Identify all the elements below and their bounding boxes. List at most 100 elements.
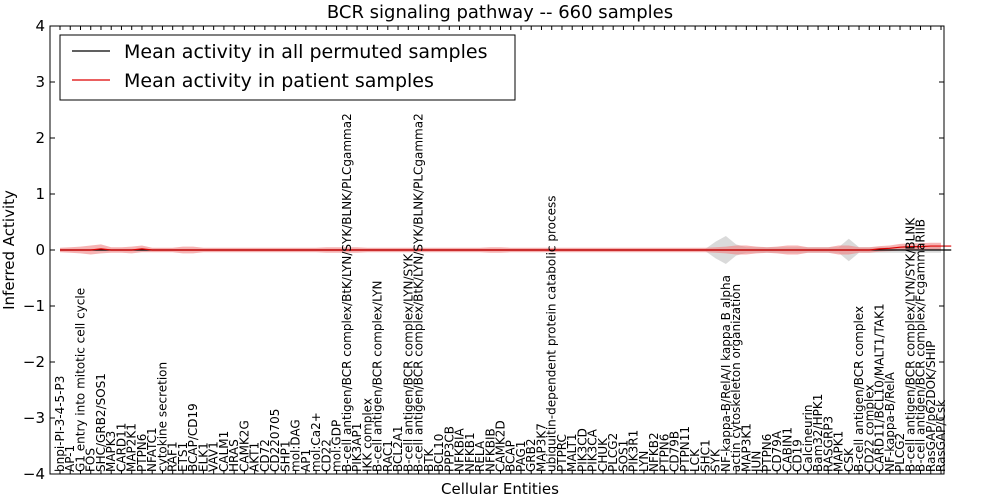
x-tick-label: CARD11	[114, 423, 128, 472]
x-tick-label: CABIN1	[780, 427, 794, 472]
x-tick-label: CAMK2D	[494, 420, 508, 472]
x-tick-label: ETS1	[176, 442, 190, 472]
y-tick-label: 1	[35, 185, 45, 203]
x-tick-label: CD220705	[268, 409, 282, 472]
x-tick-label: actin cytoskeleton organization	[729, 284, 743, 472]
x-tick-label: PLCG2	[606, 433, 620, 472]
x-tick-label: B-cell antigen/BCR complex/FcgammaRIIB	[914, 219, 928, 472]
x-tick-label: SHP1	[278, 440, 292, 472]
x-tick-label: IKK complex	[360, 398, 374, 472]
x-tick-label: RasGAP/p62DOK/SHIP	[924, 341, 938, 472]
y-tick-label: 2	[35, 129, 45, 147]
y-tick-label: −2	[23, 353, 45, 371]
x-tick-label: PIK3AP1	[350, 423, 364, 472]
x-tick-label: RasGAP/Csk	[934, 400, 948, 472]
x-tick-label: NFKBIA	[453, 427, 467, 472]
x-tick-label: HRAS	[227, 439, 241, 472]
x-tick-label: RELA	[473, 440, 487, 472]
x-tick-label: BCL10	[432, 434, 446, 472]
x-tick-label: LCK	[688, 448, 702, 472]
x-tick-label: NF-kappa-B/RelA	[883, 371, 897, 472]
x-tick-label: bnpi-PI-3-4-5-P3	[53, 376, 67, 472]
x-tick-label: mol:Ca2+	[309, 412, 323, 472]
x-axis-label: Cellular Entities	[441, 480, 559, 498]
x-tick-label: SOS1	[616, 440, 630, 472]
y-tick-label: 3	[35, 73, 45, 91]
x-tick-label: MAP3K7	[534, 423, 548, 472]
x-tick-label: cytokine secretion	[155, 362, 169, 472]
x-tick-label: NFKB2	[647, 432, 661, 472]
x-tick-label: mol:GDP	[330, 420, 344, 472]
series-2-line	[60, 245, 952, 251]
x-tick-label: B-cell antigen/BCR complex/LYN/SYK/BLNK	[903, 217, 917, 472]
x-tick-label: CD72	[258, 439, 272, 472]
x-tick-label: AP1	[299, 449, 313, 472]
x-tick-label: PTPN11	[678, 426, 692, 472]
x-tick-label: CD79B	[668, 431, 682, 472]
x-tick-label: JUN	[750, 451, 764, 473]
x-tick-label: NFKBIB	[483, 428, 497, 472]
y-ticks: 4 3 2 1 0 −1 −2 −3 −4	[23, 17, 944, 483]
x-tick-label: RAC1	[381, 440, 395, 472]
x-tick-label: RASGRP3	[821, 416, 835, 472]
x-tick-label: MAP2K1	[125, 423, 139, 472]
x-tick-label: CAMK2G	[237, 420, 251, 472]
x-tick-label: MAP3K1	[739, 423, 753, 472]
x-tick-label: PTPN6	[760, 434, 774, 472]
legend-label-1: Mean activity in all permuted samples	[124, 41, 487, 63]
line-layer	[60, 245, 952, 251]
x-tick-label: B-cell antigen/BCR complex/LYN/SYK	[401, 252, 415, 472]
x-tick-label: VAV1	[207, 441, 221, 472]
x-tick-label: AP-1	[63, 445, 77, 472]
plot-frame	[49, 25, 945, 475]
legend-label-2: Mean activity in patient samples	[124, 70, 434, 92]
x-tick-label: PTPN6	[657, 434, 671, 472]
x-tick-label: MALT1	[565, 433, 579, 472]
x-tick-label: G1 entry into mitotic cell cycle	[73, 288, 87, 472]
x-tick-label: ELK1	[196, 442, 210, 472]
x-tick-label: CD22 complex	[862, 384, 876, 472]
x-tick-label: B-cell antigen/BCR complex/BtK/LYN/SYK/B…	[412, 113, 426, 472]
x-tick-label: NFATC1	[145, 427, 159, 472]
x-tick-label: AKT1	[248, 442, 262, 472]
x-tick-label: CARD11/BCL10/MALT1/TAK1	[873, 303, 887, 472]
x-tick-label: SHC1	[698, 439, 712, 472]
x-tick-label: CHUK	[596, 437, 610, 472]
x-tick-label: BTK	[422, 447, 436, 472]
x-tick-label: B-cell antigen/BCR complex	[852, 306, 866, 472]
y-axis-label: Inferred Activity	[0, 190, 18, 310]
x-tick-label: CD22	[319, 439, 333, 472]
y-tick-label: −4	[23, 465, 45, 483]
x-tick-label: CD79A	[770, 430, 784, 472]
x-tick-label: BCL2A1	[391, 425, 405, 472]
chart-title: BCR signaling pathway -- 660 samples	[327, 2, 673, 23]
x-tick-label: PLCG2	[893, 433, 907, 472]
x-tick-label: MAPK1	[832, 431, 846, 472]
x-tick-label: NF-kappa-B/RelA/I kappa B alpha	[719, 275, 733, 472]
x-tick-label: PIK3CA	[586, 428, 600, 472]
x-tick-label: MAPK3	[104, 431, 118, 472]
x-tick-label: B-cell antigen/BCR complex/LYN	[371, 280, 385, 472]
x-tick-label: PIK3R1	[627, 430, 641, 472]
x-tick-label: mol:DAG	[289, 419, 303, 472]
y-tick-label: 0	[35, 241, 45, 259]
x-tick-label: CSK	[842, 447, 856, 472]
x-tick-label: LYN	[637, 451, 651, 472]
legend: Mean activity in all permuted samples Mea…	[59, 34, 516, 101]
x-tick-label: Bam32/HPK1	[811, 394, 825, 472]
x-tick-label: NFKB1	[463, 432, 477, 472]
x-tick-label: Calcineurin	[801, 405, 815, 472]
x-tick-label: B-cell antigen/BCR complex/BtK/LYN/SYK/B…	[340, 113, 354, 472]
y-tick-label: −3	[23, 409, 45, 427]
x-tick-label: CALM1	[217, 431, 231, 472]
legend-box	[59, 34, 516, 101]
x-tick-label: PPP3CB	[442, 426, 456, 472]
x-tick-label: SYK	[709, 448, 723, 472]
x-tick-label: PAG1	[514, 441, 528, 472]
x-tick-label: PIK3CD	[575, 428, 589, 472]
x-tick-label: BCAP/CD19	[186, 403, 200, 472]
x-tick-label: PTPRC	[555, 434, 569, 472]
x-tick-label: BCAP	[504, 440, 518, 472]
